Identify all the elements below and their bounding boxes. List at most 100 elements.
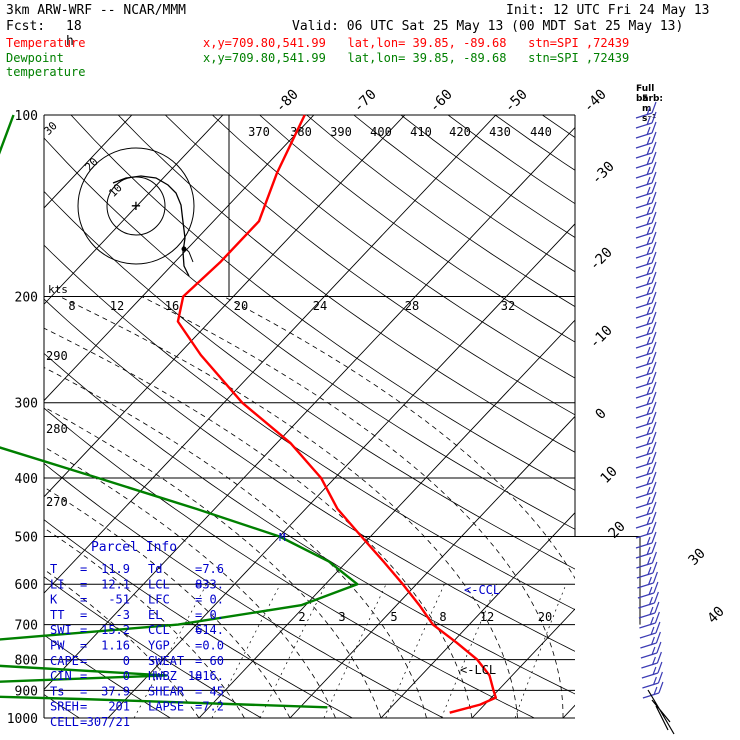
dry-adiabat-line xyxy=(44,352,575,695)
moist-adiabat-line xyxy=(223,296,575,580)
parcel-info-cell: 833. xyxy=(195,577,224,591)
legend-dewpoint-location: x,y=709.80,541.99 lat,lon= 39.85, -89.68… xyxy=(203,51,630,65)
parcel-info-cell: CIN xyxy=(50,669,72,683)
wind-barb xyxy=(635,391,657,409)
isotherm-line xyxy=(289,415,575,718)
isotherm-line xyxy=(44,115,497,594)
wind-barb xyxy=(635,241,657,259)
parcel-info-cell: TT xyxy=(50,608,64,622)
wind-barb xyxy=(640,631,661,649)
wind-barb xyxy=(636,561,658,579)
dry-adiabat-line xyxy=(117,115,575,453)
parcel-info-cell: LFC xyxy=(148,593,170,607)
wind-barb xyxy=(635,451,657,469)
parcel-info-cell: = xyxy=(80,684,87,698)
ccl-marker: <-CCL xyxy=(464,583,500,597)
wind-barb xyxy=(635,181,657,199)
wind-barb xyxy=(635,421,657,439)
isotherm-line xyxy=(44,115,315,402)
wind-barb xyxy=(636,551,657,569)
parcel-info-row: K = -51 LFC = 0. xyxy=(50,593,224,607)
parcel-info-cell: 614. xyxy=(195,623,224,637)
parcel-info-cell: Ts xyxy=(50,684,64,698)
parcel-info-cell: = xyxy=(80,715,87,729)
wind-barb xyxy=(635,351,657,369)
parcel-marker: M xyxy=(279,531,286,544)
moist-adiabat-line xyxy=(141,296,564,718)
dry-adiabat-line xyxy=(70,115,575,491)
pressure-tick-label: 200 xyxy=(15,291,38,306)
mixing-ratio-line xyxy=(323,584,387,718)
hodograph-speed-label: 24 xyxy=(313,299,327,313)
parcel-info-cell: 0. xyxy=(210,593,224,607)
parcel-info-cell: T xyxy=(50,562,57,576)
parcel-info-cell: = xyxy=(195,562,202,576)
hodograph-unit: kts xyxy=(48,283,68,296)
wind-barb xyxy=(635,311,657,329)
header-fcst-value: 18 h xyxy=(66,19,82,49)
parcel-info-cell: 1.16 xyxy=(101,639,130,653)
theta-label: 370 xyxy=(248,125,270,139)
parcel-info-cell: = xyxy=(80,593,87,607)
wind-barb xyxy=(635,331,657,349)
wind-barb xyxy=(635,171,657,189)
parcel-info-row: PW = 1.16 YGP = 0.0 xyxy=(50,639,224,653)
wind-barb xyxy=(642,671,663,689)
parcel-info-cell: = xyxy=(195,669,202,683)
temperature-profile xyxy=(176,114,497,714)
wind-barb xyxy=(635,151,657,169)
parcel-info-cell: PW xyxy=(50,639,65,653)
wind-barb xyxy=(635,111,657,129)
dry-adiabat-line xyxy=(447,115,575,205)
dry-adiabat-line xyxy=(44,137,575,530)
parcel-info-cell: -3 xyxy=(116,608,130,622)
parcel-info-row: CELL = 307/21 xyxy=(50,715,130,729)
parcel-info-cell: Td xyxy=(148,562,162,576)
parcel-info-cell: YGP xyxy=(148,639,170,653)
parcel-info-cell: = xyxy=(80,700,87,714)
isotherm-line xyxy=(380,512,575,718)
parcel-info-cell: 37.9 xyxy=(101,684,130,698)
wind-barb xyxy=(635,201,657,219)
hodograph-ring-label: 20 xyxy=(82,155,101,174)
pressure-tick-label: 400 xyxy=(15,472,38,487)
pressure-tick-label: 700 xyxy=(15,619,38,634)
hodograph-speed-label: 20 xyxy=(234,299,248,313)
parcel-info-cell: = xyxy=(80,562,87,576)
parcel-info-row: SWI = 15.2 CCL =614. xyxy=(50,623,224,637)
dry-adiabat-line xyxy=(259,115,575,343)
wind-barb xyxy=(637,571,658,589)
isotherm-line xyxy=(44,115,224,305)
parcel-info-cell: 0 xyxy=(123,669,130,683)
isotherm-line xyxy=(471,608,575,718)
parcel-info-cell: 15.2 xyxy=(101,623,130,637)
wind-barb xyxy=(635,161,657,179)
parcel-info-cell: = xyxy=(195,577,202,591)
moist-adiabat-line xyxy=(44,406,382,718)
parcel-info-cell: SREH xyxy=(50,700,79,714)
dry-adiabat-line xyxy=(44,407,535,718)
dry-adiabat-line xyxy=(494,115,575,171)
isotherm-line xyxy=(198,319,575,718)
isotherm-label: -80 xyxy=(273,87,302,116)
parcel-info-cell: = xyxy=(195,608,202,622)
parcel-info-cell: 307/21 xyxy=(87,715,130,729)
mixing-ratio-label: 2 xyxy=(298,610,305,624)
parcel-info-row: CAPE = 0 SWEAT = 60 xyxy=(50,654,224,668)
dry-adiabat-line xyxy=(212,115,575,379)
isotherm-label: -50 xyxy=(502,87,531,116)
parcel-info-row: LI = 12.1 LCL =833. xyxy=(50,577,224,591)
hodograph-speed-label: 32 xyxy=(501,299,515,313)
wind-barb xyxy=(639,621,661,639)
isotherm-label: -60 xyxy=(427,87,456,116)
parcel-info-cell: = xyxy=(80,623,87,637)
hodograph-ring xyxy=(77,147,195,265)
wind-barb xyxy=(635,461,657,479)
wind-barb xyxy=(635,271,657,289)
parcel-info-cell: LCL xyxy=(148,577,170,591)
pressure-tick-label: 1000 xyxy=(7,712,38,727)
parcel-info-cell: HWBZ xyxy=(148,669,177,683)
wind-barb xyxy=(638,591,659,609)
hodograph-trace xyxy=(112,175,190,277)
parcel-info-row: SREH = 201 LAPSE = 7.2 xyxy=(50,700,224,714)
